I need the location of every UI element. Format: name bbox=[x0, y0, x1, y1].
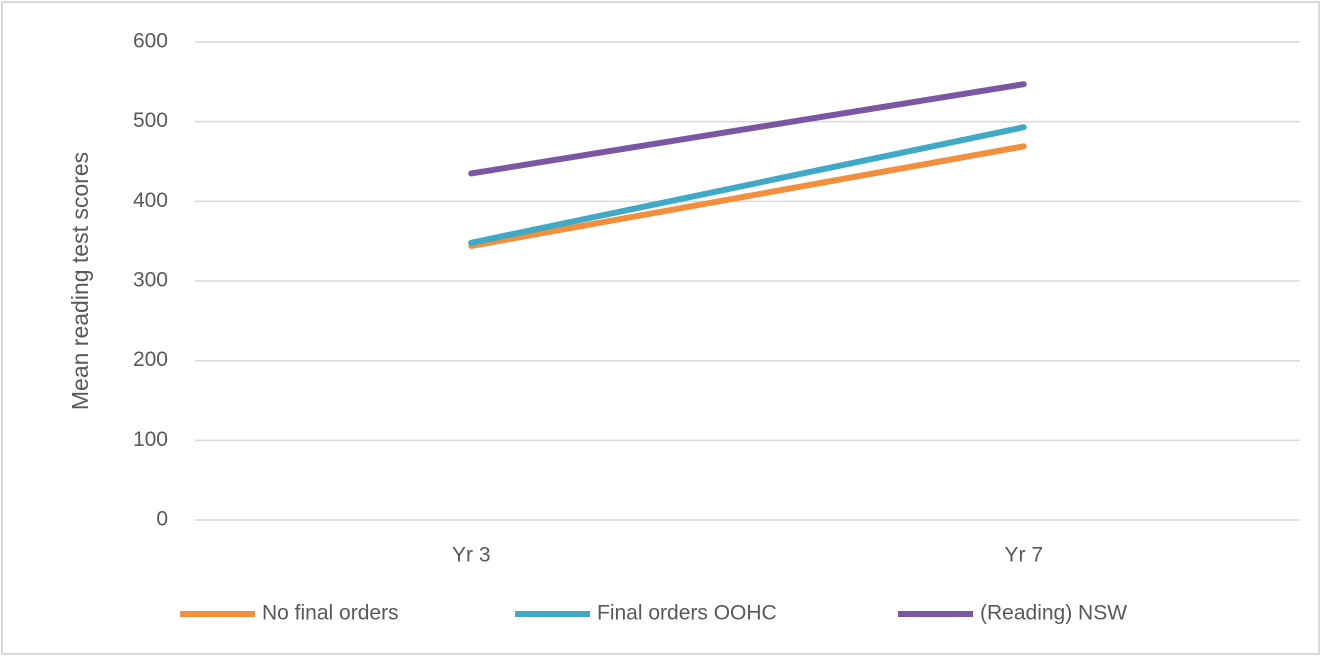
series-line bbox=[468, 81, 1027, 177]
legend-label: No final orders bbox=[262, 602, 399, 625]
y-axis-label: Mean reading test scores bbox=[67, 152, 93, 410]
legend-label: Final orders OOHC bbox=[597, 602, 777, 625]
x-tick-label: Yr 7 bbox=[1004, 544, 1043, 567]
y-tick-label: 0 bbox=[156, 508, 168, 531]
legend-label: (Reading) NSW bbox=[980, 602, 1127, 625]
y-tick-label: 400 bbox=[133, 189, 168, 212]
y-tick-label: 300 bbox=[133, 269, 168, 292]
series-line bbox=[468, 124, 1027, 246]
y-tick-label: 100 bbox=[133, 428, 168, 451]
y-tick-label: 500 bbox=[133, 109, 168, 132]
y-tick-label: 200 bbox=[133, 348, 168, 371]
y-tick-label: 600 bbox=[133, 30, 168, 53]
x-tick-label: Yr 3 bbox=[452, 544, 491, 567]
series-line bbox=[468, 143, 1027, 249]
